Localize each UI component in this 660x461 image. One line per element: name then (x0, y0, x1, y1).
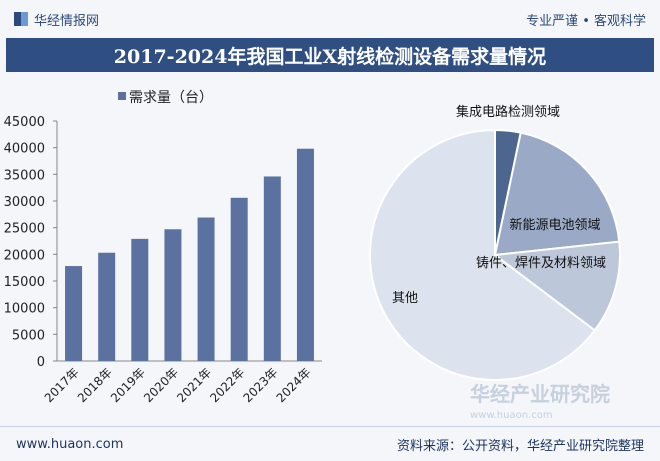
bar (263, 176, 281, 361)
pie-label: 新能源电池领域 (509, 217, 600, 233)
x-tick-label: 2017年 (42, 365, 82, 405)
y-tick-label: 15000 (4, 275, 45, 290)
footer-url[interactable]: www.huaon.com (16, 436, 124, 452)
header: 华经情报网 专业严谨 • 客观科学 (0, 0, 660, 38)
slogan: 专业严谨 • 客观科学 (526, 13, 646, 29)
x-tick-label: 2018年 (75, 365, 115, 405)
pie-slice (492, 240, 621, 332)
y-tick-label: 10000 (4, 302, 45, 317)
y-tick-label: 0 (37, 355, 45, 370)
chart-area: 需求量（台） 0 5000 10000 15000 20000 25000 30000 3500… (4, 90, 621, 405)
y-tick-label: 45000 (4, 115, 45, 130)
chart-title: 2017-2024年我国工业X射线检测设备需求量情况 (6, 38, 654, 72)
logo-text: 华经情报网 (34, 13, 100, 29)
bar (197, 217, 215, 361)
legend-label: 需求量（台） (129, 90, 213, 106)
y-tick-label: 25000 (4, 222, 45, 237)
footer: www.huaon.com 资料来源：公开资料，华经产业研究院整理 (0, 426, 660, 461)
watermark-url: www.huaon.com (470, 410, 553, 421)
x-tick-label: 2023年 (240, 365, 280, 405)
pie-slice (369, 128, 597, 381)
logo-icon (14, 12, 28, 26)
bar (65, 266, 83, 361)
x-tick-label: 2020年 (141, 365, 181, 405)
footer-source: 资料来源：公开资料，华经产业研究院整理 (396, 438, 644, 454)
legend-swatch (118, 92, 126, 100)
bar (131, 238, 149, 361)
y-tick-label: 5000 (12, 328, 45, 343)
y-tick-label: 20000 (4, 248, 45, 263)
y-tick-label: 30000 (4, 195, 45, 210)
y-tick-label: 40000 (4, 142, 45, 157)
x-tick-label: 2021年 (174, 365, 214, 405)
x-tick-label: 2022年 (207, 365, 247, 405)
bar (296, 148, 314, 361)
pie-label: 其他 (392, 291, 418, 306)
x-tick-label: 2024年 (274, 365, 314, 405)
y-tick-label: 35000 (4, 168, 45, 183)
bar (98, 252, 116, 361)
watermark: 华经产业研究院 (470, 382, 610, 406)
pie-label: 铸件、焊件及材料领域 (476, 255, 606, 271)
pie-slice (493, 131, 621, 257)
x-tick-label: 2019年 (108, 365, 148, 405)
pie-label: 集成电路检测领域 (456, 104, 560, 120)
logo: 华经情报网 (14, 10, 99, 29)
bar (164, 229, 182, 361)
bar (230, 197, 248, 361)
